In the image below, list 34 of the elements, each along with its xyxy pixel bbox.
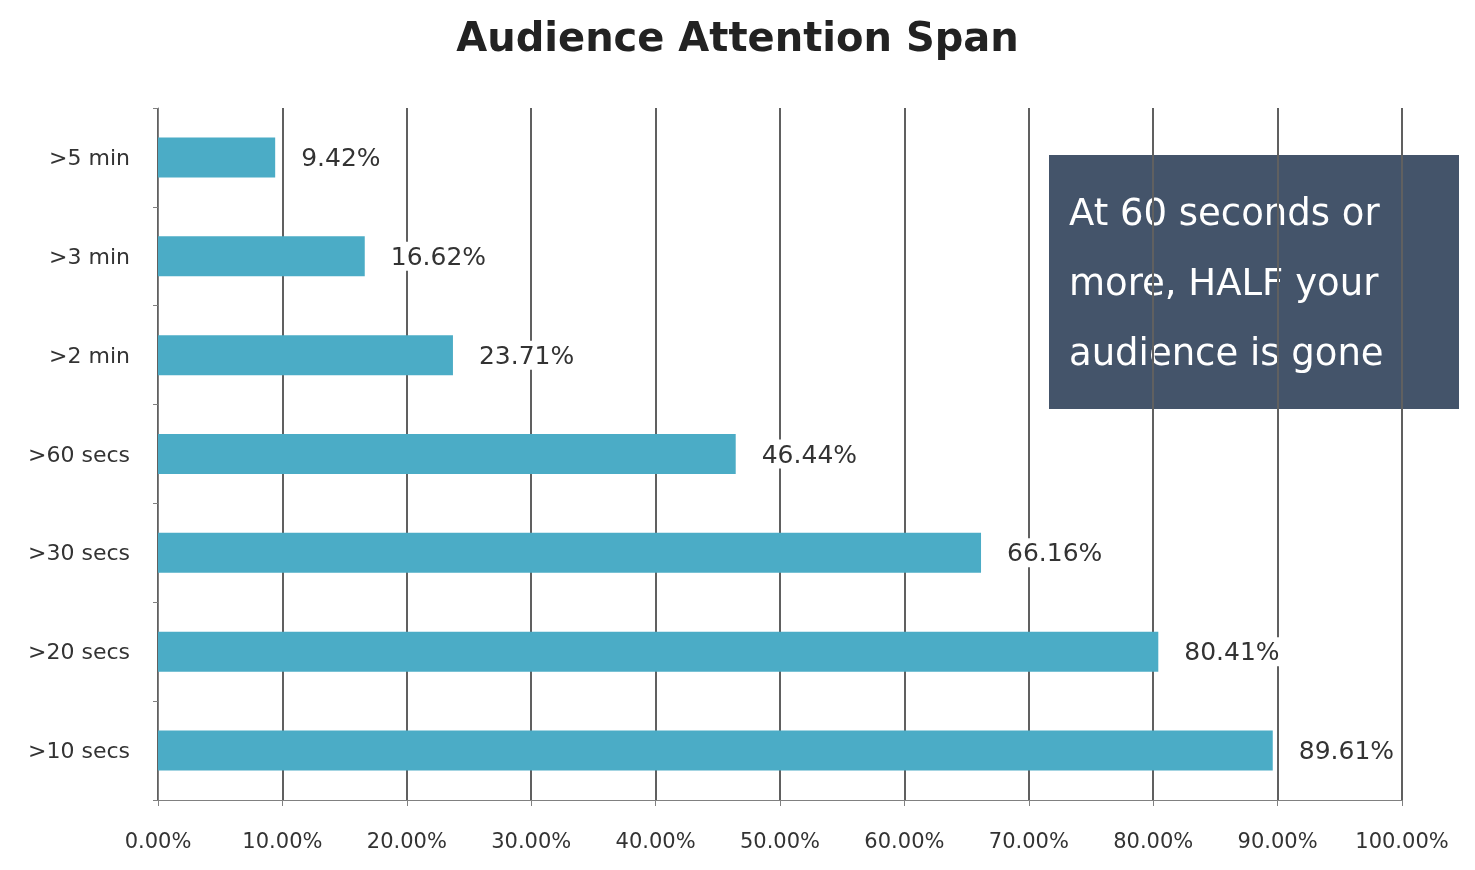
x-tick-label: 60.00%: [864, 828, 945, 853]
bar: [158, 236, 365, 277]
data-label: 89.61%: [1298, 736, 1395, 766]
y-tick-label: >30 secs: [28, 540, 130, 566]
x-tick-label: 20.00%: [366, 828, 447, 853]
annotation: At 60 seconds or more, HALF your audience is gone: [1069, 190, 1392, 374]
y-tick-label: >5 min: [49, 144, 130, 170]
x-tick-label: 100.00%: [1355, 828, 1449, 853]
y-tick-label: >10 secs: [28, 738, 130, 764]
x-tick-label: 0.00%: [124, 828, 192, 853]
x-tick-label: 70.00%: [988, 828, 1069, 853]
bar: [158, 335, 453, 376]
data-label: 66.16%: [1007, 538, 1103, 568]
y-tick-label: >3 min: [49, 243, 130, 269]
data-label: 16.62%: [390, 241, 487, 271]
y-tick-label: >60 secs: [28, 441, 130, 467]
bar: [158, 631, 1159, 672]
y-tick-label: >20 secs: [28, 639, 130, 665]
bar: [158, 434, 736, 474]
bar: [158, 137, 276, 178]
x-tick-label: 10.00%: [242, 828, 323, 853]
x-tick-label: 30.00%: [491, 828, 572, 853]
data-label: 9.42%: [301, 142, 381, 172]
y-tick-label: >2 min: [49, 342, 130, 368]
chart-title: Audience Attention Span: [456, 14, 1019, 60]
bar: [158, 532, 982, 573]
data-label: 46.44%: [761, 439, 858, 469]
data-label: 80.41%: [1184, 637, 1280, 667]
x-tick-label: 80.00%: [1113, 828, 1194, 853]
x-tick-label: 40.00%: [615, 828, 696, 853]
bar: [158, 730, 1273, 771]
x-tick-label: 90.00%: [1237, 828, 1318, 853]
x-tick-label: 50.00%: [739, 828, 821, 853]
data-label: 23.71%: [478, 340, 575, 370]
